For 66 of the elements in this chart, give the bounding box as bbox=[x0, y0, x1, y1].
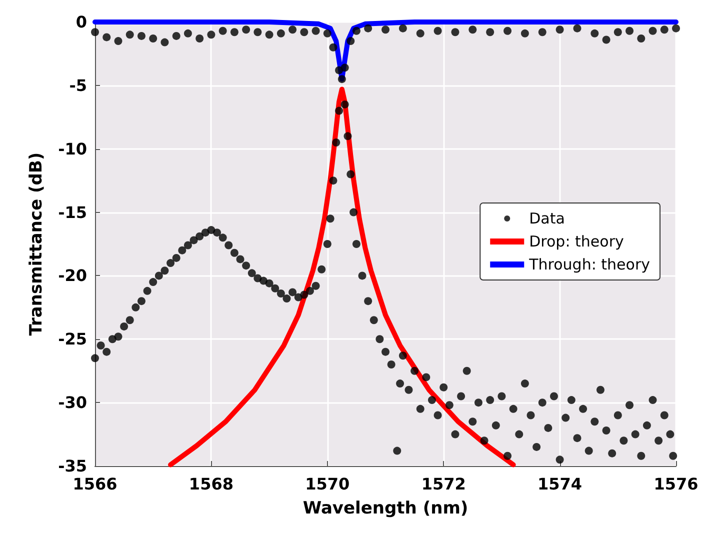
point bbox=[172, 32, 180, 40]
point bbox=[312, 26, 320, 35]
point bbox=[504, 26, 512, 35]
point bbox=[672, 24, 680, 32]
point bbox=[265, 30, 274, 39]
point bbox=[382, 26, 390, 34]
point bbox=[346, 37, 355, 46]
point bbox=[149, 34, 158, 42]
point bbox=[434, 26, 442, 35]
x-tick-label: 1574 bbox=[538, 474, 582, 494]
point bbox=[329, 43, 338, 52]
legend-label: Drop: theory bbox=[529, 232, 624, 250]
y-tick-label: -25 bbox=[58, 330, 87, 349]
point bbox=[242, 26, 250, 34]
x-tick-label: 1572 bbox=[421, 474, 466, 494]
point bbox=[352, 26, 360, 35]
point bbox=[468, 26, 477, 34]
point bbox=[323, 29, 332, 38]
point bbox=[137, 32, 146, 40]
point bbox=[602, 36, 610, 44]
point bbox=[184, 29, 192, 38]
point bbox=[340, 64, 349, 72]
point bbox=[114, 37, 122, 46]
point bbox=[196, 34, 204, 42]
point bbox=[416, 29, 424, 38]
point bbox=[614, 28, 622, 36]
point bbox=[660, 26, 668, 34]
point bbox=[364, 24, 372, 32]
y-tick-label: -35 bbox=[58, 456, 87, 476]
legend-label: Through: theory bbox=[528, 256, 650, 274]
y-tick-label: -15 bbox=[58, 202, 87, 222]
x-tick-label: 1570 bbox=[305, 474, 350, 494]
point bbox=[398, 24, 407, 32]
point bbox=[102, 33, 111, 42]
point bbox=[300, 28, 308, 36]
y-tick-label: -30 bbox=[58, 393, 87, 412]
point bbox=[207, 30, 216, 39]
y-tick-label: 0 bbox=[76, 12, 87, 32]
point bbox=[626, 26, 634, 35]
legend-label: Data bbox=[529, 210, 565, 228]
y-tick-label: -10 bbox=[58, 139, 87, 158]
point bbox=[573, 24, 582, 32]
point bbox=[91, 28, 99, 36]
point bbox=[126, 30, 134, 39]
point bbox=[288, 26, 297, 34]
point bbox=[276, 29, 285, 38]
x-tick-label: 1576 bbox=[654, 474, 698, 494]
point bbox=[451, 28, 460, 36]
x-axis-title: Wavelength (nm) bbox=[302, 498, 468, 518]
point bbox=[556, 26, 564, 34]
point bbox=[338, 75, 346, 84]
y-tick-label: -5 bbox=[69, 76, 87, 95]
x-tick-label: 1566 bbox=[72, 474, 118, 494]
point bbox=[254, 28, 262, 36]
point bbox=[590, 29, 599, 38]
y-tick-label: -20 bbox=[58, 266, 87, 286]
point bbox=[160, 38, 169, 46]
point bbox=[637, 34, 646, 42]
point bbox=[486, 28, 494, 36]
point bbox=[520, 29, 529, 38]
point bbox=[230, 28, 238, 36]
x-tick-label: 1568 bbox=[188, 474, 234, 494]
point bbox=[218, 26, 227, 35]
point bbox=[648, 26, 657, 35]
y-axis-title: Transmittance (dB) bbox=[26, 152, 46, 336]
point bbox=[538, 28, 546, 36]
